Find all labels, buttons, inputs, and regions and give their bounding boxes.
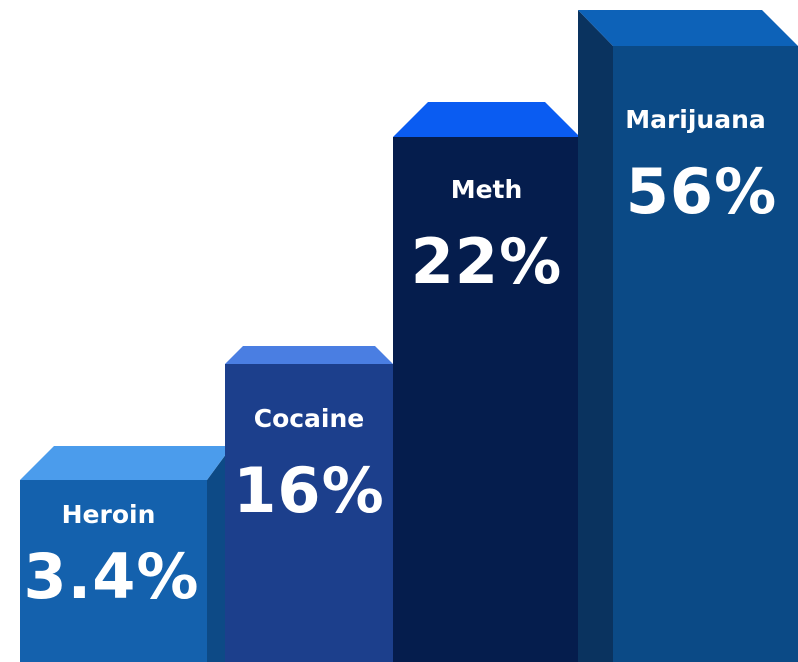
bar-top-meth <box>393 102 580 137</box>
bar-top-cocaine <box>225 346 393 364</box>
bar-cocaine <box>225 364 393 662</box>
bar-top-marijuana <box>578 10 798 46</box>
value-label-heroin: 3.4% <box>23 540 200 613</box>
bar-heroin <box>20 480 207 662</box>
bar-top-heroin <box>20 446 232 480</box>
bar-leftside-marijuana <box>578 10 613 662</box>
value-label-meth: 22% <box>410 225 563 298</box>
value-label-marijuana: 56% <box>625 155 778 228</box>
bar-marijuana <box>613 46 798 662</box>
bar-meth <box>393 137 580 662</box>
value-label-cocaine: 16% <box>233 454 385 527</box>
category-label-heroin: Heroin <box>61 500 156 529</box>
category-label-marijuana: Marijuana <box>625 105 766 134</box>
category-label-meth: Meth <box>450 175 523 204</box>
category-label-cocaine: Cocaine <box>253 404 365 433</box>
